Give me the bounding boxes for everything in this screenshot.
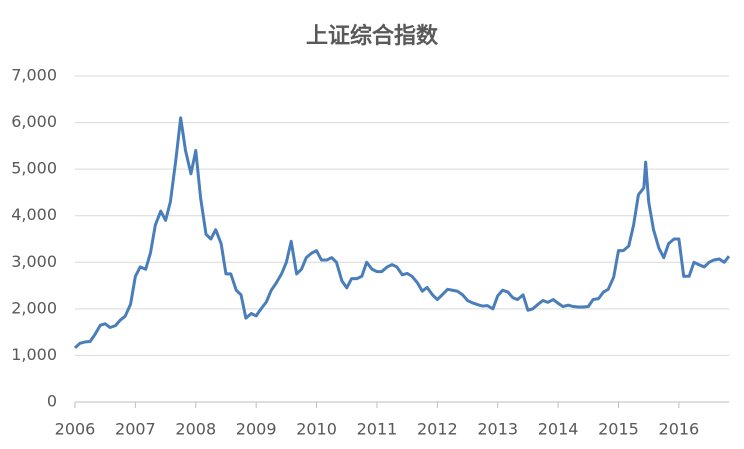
y-tick-label: 5,000 <box>11 159 57 178</box>
x-tick-label: 2010 <box>296 420 337 439</box>
y-tick-label: 0 <box>47 392 57 411</box>
y-tick-label: 4,000 <box>11 205 57 224</box>
y-tick-label: 1,000 <box>11 345 57 364</box>
x-tick-label: 2011 <box>357 420 398 439</box>
x-tick-label: 2007 <box>115 420 156 439</box>
y-tick-label: 6,000 <box>11 112 57 131</box>
chart-title: 上证综合指数 <box>306 23 439 49</box>
x-tick-label: 2012 <box>417 420 458 439</box>
x-tick-label: 2009 <box>236 420 277 439</box>
x-tick-label: 2015 <box>598 420 639 439</box>
index-line <box>73 116 731 350</box>
y-tick-label: 3,000 <box>11 252 57 271</box>
x-tick-label: 2016 <box>659 420 700 439</box>
y-tick-label: 7,000 <box>11 66 57 85</box>
x-tick-label: 2008 <box>175 420 216 439</box>
x-tick-label: 2006 <box>55 420 96 439</box>
x-tick-label: 2013 <box>477 420 518 439</box>
y-tick-label: 2,000 <box>11 298 57 317</box>
x-tick-label: 2014 <box>538 420 579 439</box>
